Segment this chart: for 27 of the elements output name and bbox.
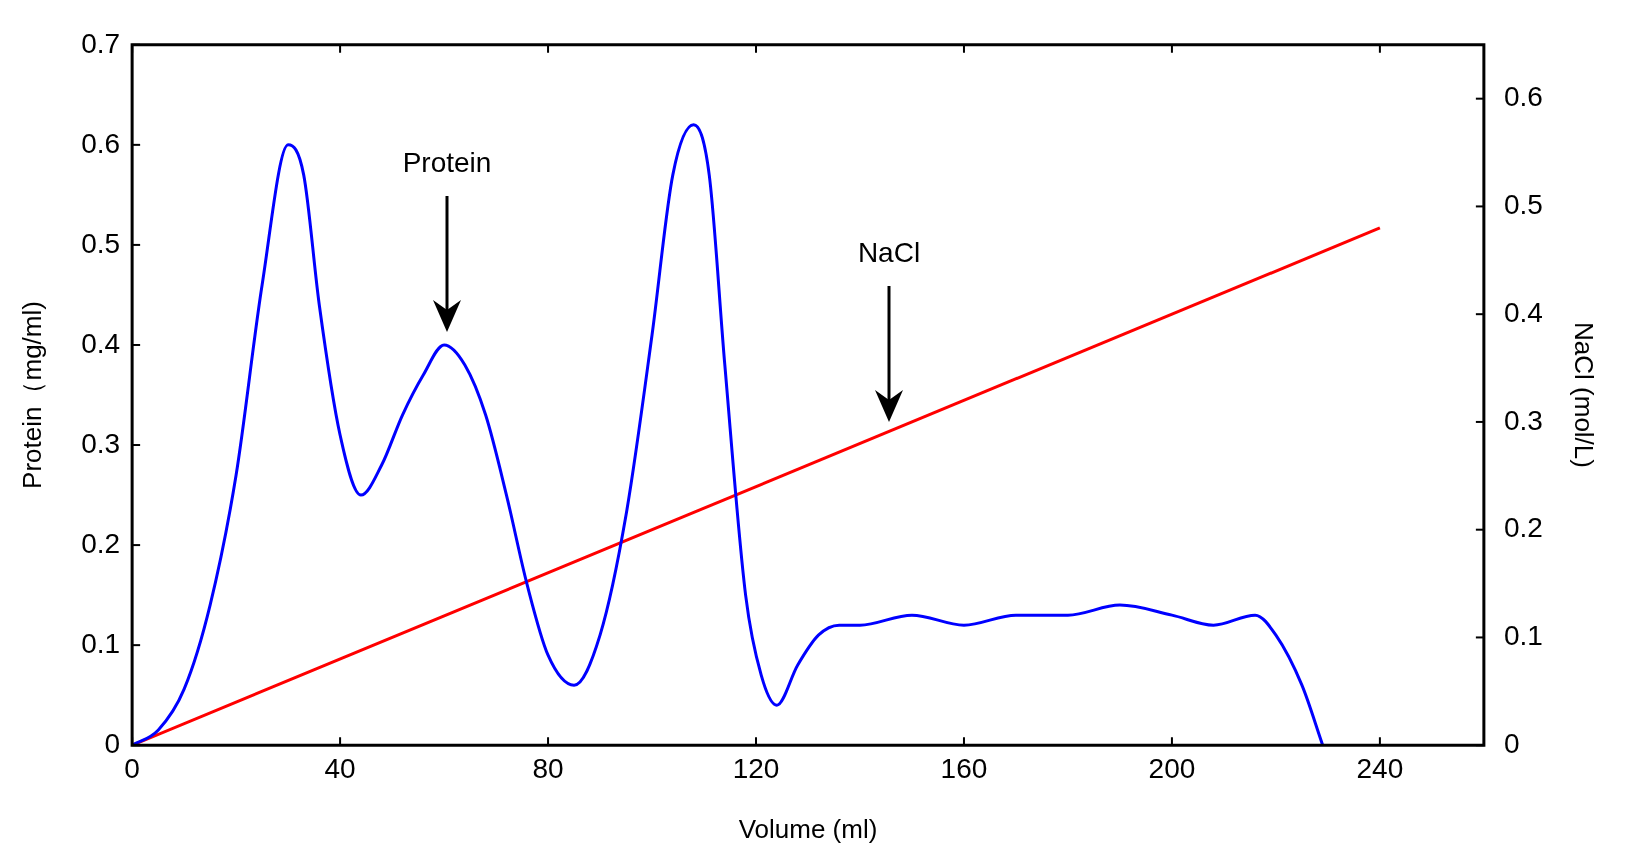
y-tick-label: 0.3 <box>81 427 121 459</box>
annotation: Protein <box>401 147 493 179</box>
y-tick-label: 0.2 <box>81 527 121 559</box>
y2-tick-label: 0.3 <box>1503 404 1543 436</box>
y2-tick-label: 0.6 <box>1503 81 1543 113</box>
x-axis-title: Volume (ml) <box>738 813 878 844</box>
y-tick-label: 0.5 <box>81 227 121 259</box>
x-tick-label: 80 <box>532 752 564 784</box>
y2-tick-label: 0.5 <box>1503 189 1543 221</box>
x-tick-label: 240 <box>1356 752 1404 784</box>
line-series <box>132 123 1325 746</box>
y-axis-title: Protein（mg/ml) <box>16 301 47 489</box>
y2-tick-label: 0.1 <box>1503 620 1543 652</box>
y2-tick-label: 0.2 <box>1503 512 1543 544</box>
y-tick-label: 0.4 <box>81 327 121 359</box>
y2-tick-label: 0 <box>1503 727 1520 759</box>
y2-axis-title: NaCl (mol/L) <box>1569 322 1600 468</box>
y-tick-label: 0.6 <box>81 127 121 159</box>
y-tick-label: 0.7 <box>81 27 121 59</box>
x-tick-label: 120 <box>732 752 780 784</box>
x-tick-label: 200 <box>1148 752 1196 784</box>
annotation: NaCl <box>856 237 922 269</box>
y2-tick-label: 0.4 <box>1503 296 1543 328</box>
y-tick-label: 0 <box>104 727 121 759</box>
y-tick-label: 0.1 <box>81 627 121 659</box>
x-tick-label: 40 <box>324 752 356 784</box>
x-tick-label: 160 <box>940 752 988 784</box>
